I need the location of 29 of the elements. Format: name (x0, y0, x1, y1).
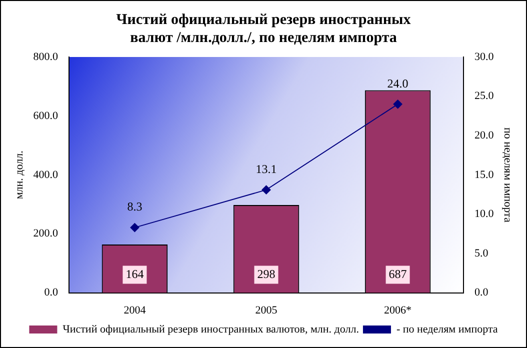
data-label: 687 (388, 266, 407, 281)
y2-tick-label: 20.0 (474, 129, 494, 142)
point (130, 223, 140, 232)
y-tick-label: 600.0 (33, 110, 58, 122)
y2-tick-label: 5.0 (474, 247, 489, 260)
y-tick-label: 200.0 (33, 228, 58, 240)
legend-label: - по неделям импорта (396, 323, 498, 336)
data-label: 13.1 (256, 162, 277, 176)
x-tick-label: 2006* (384, 304, 412, 316)
point (262, 185, 271, 194)
data-label: 24.0 (387, 76, 408, 90)
data-label: 164 (126, 266, 144, 281)
y2-tick-label: 15.0 (474, 168, 494, 181)
y-tick-label: 400.0 (33, 168, 58, 181)
y2-tick-label: 10.0 (474, 208, 494, 220)
data-label: 298 (257, 266, 276, 281)
y-tick-label: 0.0 (44, 286, 58, 299)
y-axis-title: млн. долл. (13, 150, 26, 200)
legend-label: Чистий официальный резерв иностранных валютов, млн. долл. (62, 323, 360, 336)
y2-tick-label: 25.0 (474, 90, 494, 102)
data-label: 8.3 (127, 200, 142, 214)
x-tick-label: 2005 (255, 304, 278, 316)
y2-tick-label: 30.0 (474, 50, 494, 63)
point (393, 100, 402, 109)
chart-title: Чистий официальный резерв иностранных валют /млн.долл./, по неделям импорта (116, 12, 412, 46)
y2-axis-title: по неделям импорта (502, 127, 514, 222)
x-tick-label: 2004 (124, 304, 146, 316)
y-tick-label: 800.0 (33, 50, 58, 63)
y2-tick-label: 0.0 (474, 286, 489, 299)
